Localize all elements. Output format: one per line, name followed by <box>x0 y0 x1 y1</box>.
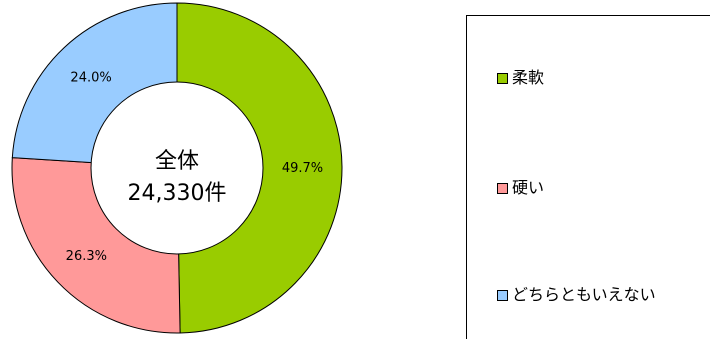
center-title: 全体 <box>155 149 199 174</box>
legend-label-rigid: 硬い <box>512 178 545 197</box>
legend: 柔軟 硬い どちらともいえない <box>466 15 710 339</box>
center-total: 24,330件 <box>128 181 227 206</box>
slice-label-neither: 24.0% <box>70 71 111 86</box>
donut-chart: 全体 24,330件 49.7% 26.3% 24.0% <box>11 2 343 334</box>
legend-item-rigid: 硬い <box>497 180 544 196</box>
legend-label-flexible: 柔軟 <box>512 68 545 87</box>
legend-item-neither: どちらともいえない <box>497 287 656 303</box>
donut-hole <box>90 81 264 255</box>
slice-label-flexible: 49.7% <box>282 161 323 176</box>
legend-item-flexible: 柔軟 <box>497 70 544 86</box>
legend-swatch-flexible <box>497 72 508 84</box>
legend-swatch-rigid <box>497 182 508 194</box>
slice-labels-group: 49.7% 26.3% 24.0% <box>66 71 323 264</box>
legend-swatch-neither <box>497 289 508 301</box>
slice-label-rigid: 26.3% <box>66 249 107 264</box>
legend-label-neither: どちらともいえない <box>512 285 656 304</box>
